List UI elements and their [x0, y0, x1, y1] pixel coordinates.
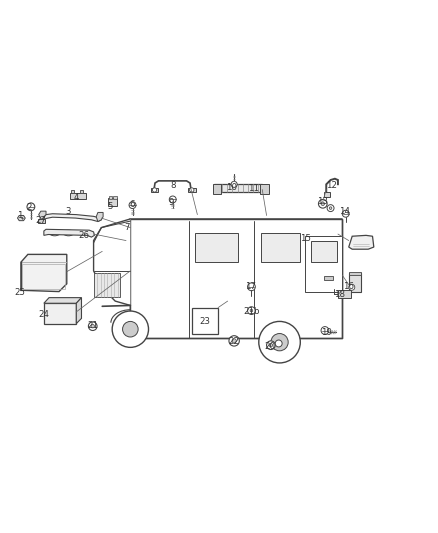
Circle shape	[129, 201, 136, 208]
Ellipse shape	[192, 303, 218, 312]
Bar	[349, 273, 361, 292]
Polygon shape	[94, 219, 131, 338]
Text: 17: 17	[245, 282, 256, 292]
Polygon shape	[39, 211, 46, 220]
Text: 20: 20	[265, 342, 276, 351]
Text: 13: 13	[317, 197, 328, 206]
Bar	[305, 236, 342, 293]
Circle shape	[247, 306, 255, 314]
Text: 24: 24	[39, 310, 49, 319]
Circle shape	[342, 211, 349, 217]
Bar	[38, 219, 45, 223]
Circle shape	[88, 322, 97, 330]
Text: 23: 23	[200, 317, 211, 326]
Bar	[71, 190, 74, 193]
Bar	[131, 219, 342, 338]
Bar	[113, 197, 117, 199]
Polygon shape	[44, 229, 95, 237]
Bar	[214, 184, 262, 192]
Text: 18: 18	[334, 290, 345, 299]
Circle shape	[321, 202, 325, 206]
Text: 2: 2	[27, 203, 32, 212]
Circle shape	[27, 203, 35, 211]
Text: 7: 7	[124, 223, 130, 232]
Text: 4: 4	[74, 193, 79, 202]
Circle shape	[231, 181, 237, 188]
Bar	[108, 198, 117, 206]
Bar	[212, 184, 221, 194]
Text: 6: 6	[130, 200, 135, 209]
Bar	[260, 184, 269, 194]
Circle shape	[321, 327, 329, 334]
Bar	[70, 193, 86, 199]
Circle shape	[349, 284, 355, 290]
Circle shape	[169, 196, 176, 203]
Bar	[338, 290, 351, 297]
Text: 19: 19	[321, 328, 332, 337]
Bar	[188, 188, 196, 192]
Polygon shape	[44, 303, 76, 324]
Text: 14: 14	[339, 207, 350, 216]
Circle shape	[232, 338, 236, 343]
Polygon shape	[44, 297, 81, 303]
Text: 21b: 21b	[243, 306, 260, 316]
Circle shape	[329, 207, 332, 209]
Text: 15: 15	[300, 234, 311, 243]
Polygon shape	[44, 214, 101, 222]
Text: 3: 3	[65, 207, 71, 216]
Bar	[151, 188, 159, 192]
Bar	[324, 276, 333, 280]
Text: 8: 8	[171, 181, 177, 190]
Circle shape	[318, 199, 327, 208]
Circle shape	[259, 321, 300, 363]
Circle shape	[112, 311, 148, 348]
Circle shape	[250, 309, 253, 312]
Text: 27: 27	[35, 216, 46, 225]
Bar	[95, 273, 120, 297]
Ellipse shape	[192, 329, 218, 337]
Circle shape	[247, 283, 255, 290]
Bar	[195, 233, 238, 262]
Circle shape	[267, 341, 275, 350]
Circle shape	[91, 325, 95, 328]
Circle shape	[123, 321, 138, 337]
Circle shape	[271, 334, 288, 351]
Bar	[22, 264, 66, 289]
Polygon shape	[18, 215, 25, 221]
Bar	[192, 308, 218, 334]
Polygon shape	[21, 254, 67, 292]
Bar	[311, 241, 338, 262]
Text: 11: 11	[248, 184, 259, 193]
Text: 12: 12	[326, 181, 337, 190]
Circle shape	[327, 205, 334, 212]
Text: 25: 25	[14, 288, 25, 297]
Bar	[349, 272, 361, 275]
Text: 21: 21	[87, 321, 98, 330]
Circle shape	[190, 188, 194, 192]
Text: 22: 22	[229, 337, 240, 346]
Bar	[109, 197, 112, 199]
Circle shape	[229, 336, 239, 346]
Bar	[80, 190, 83, 193]
Text: 16: 16	[343, 282, 354, 292]
Circle shape	[275, 340, 282, 347]
Polygon shape	[96, 213, 103, 222]
Text: 5: 5	[107, 203, 113, 211]
Text: 9: 9	[169, 198, 174, 207]
Polygon shape	[349, 236, 374, 249]
Bar	[324, 192, 330, 197]
Bar	[261, 233, 300, 262]
Text: 1: 1	[18, 211, 23, 220]
Text: 10: 10	[226, 183, 237, 192]
Polygon shape	[76, 297, 81, 324]
Circle shape	[152, 188, 157, 192]
Circle shape	[269, 343, 272, 347]
Text: 26: 26	[78, 231, 90, 240]
